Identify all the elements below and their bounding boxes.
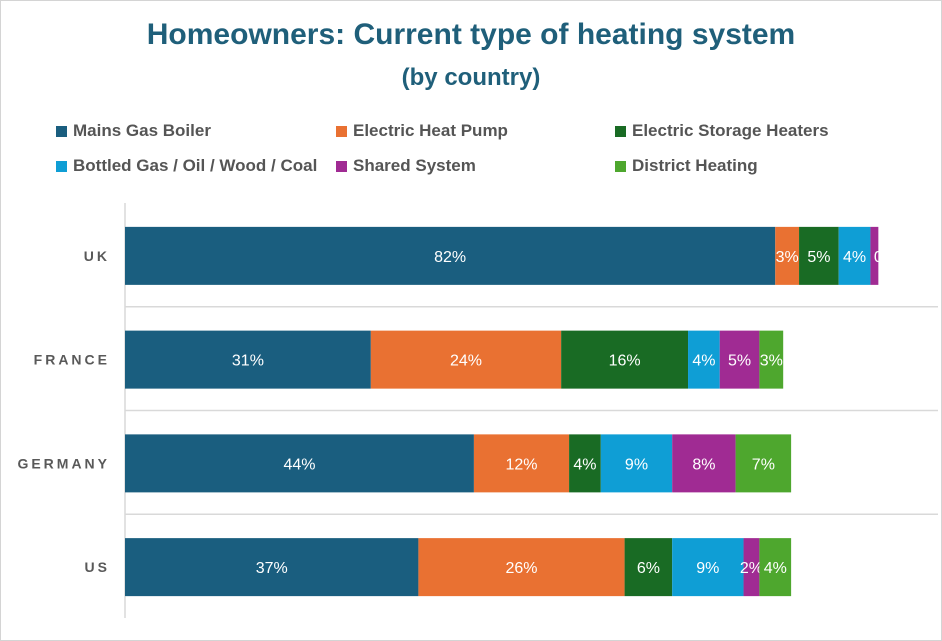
- bar-segment: [569, 434, 601, 493]
- data-label: 24%: [450, 353, 482, 370]
- data-label: 3%: [760, 353, 783, 370]
- bar-segment: [672, 434, 736, 493]
- legend-label: Shared System: [353, 156, 476, 175]
- bar-segment: [719, 330, 760, 389]
- bar-segment: [561, 330, 689, 389]
- data-label: 5%: [728, 353, 751, 370]
- bar-segment: [125, 434, 474, 493]
- data-label: 26%: [505, 560, 537, 577]
- data-label: 37%: [256, 560, 288, 577]
- bar-segment: [624, 538, 673, 597]
- data-label: 0: [874, 249, 883, 266]
- data-label: 3%: [776, 249, 799, 266]
- legend-label: Electric Heat Pump: [353, 121, 508, 140]
- bar-segment: [799, 226, 839, 285]
- legend-swatch: [336, 125, 347, 137]
- data-label: 9%: [625, 456, 648, 473]
- legend-item-district-heating: District Heating: [615, 156, 758, 176]
- bar-segment: [743, 538, 760, 597]
- bar-segment: [735, 434, 792, 493]
- legend-label: Bottled Gas / Oil / Wood / Coal: [73, 156, 318, 175]
- data-label: 4%: [573, 456, 596, 473]
- legend-item-shared-system: Shared System: [336, 156, 476, 176]
- legend-item-bottled-gas: Bottled Gas / Oil / Wood / Coal: [56, 156, 317, 176]
- category-label: US: [85, 559, 110, 575]
- legend-item-electric-heat-pump: Electric Heat Pump: [336, 121, 508, 141]
- data-label: 5%: [807, 249, 830, 266]
- data-label: 44%: [283, 456, 315, 473]
- chart-title: Homeowners: Current type of heating syst…: [146, 18, 796, 51]
- bar-segment: [125, 538, 419, 597]
- legend-swatch: [56, 125, 67, 137]
- bar-segment: [775, 226, 800, 285]
- bar-segment: [473, 434, 570, 493]
- data-label: 82%: [434, 249, 466, 266]
- data-label: 9%: [696, 560, 719, 577]
- bar-segment: [125, 226, 776, 285]
- bar-segment: [688, 330, 720, 389]
- legend-label: District Heating: [632, 156, 758, 175]
- legend-item-mains-gas-boiler: Mains Gas Boiler: [56, 121, 211, 141]
- bar-segment: [418, 538, 625, 597]
- data-label: 16%: [609, 353, 641, 370]
- category-label: FRANCE: [34, 352, 110, 368]
- data-label: 12%: [505, 456, 537, 473]
- data-label: 7%: [752, 456, 775, 473]
- bar-segment: [600, 434, 673, 493]
- bar-segment: [870, 226, 879, 285]
- legend-label: Mains Gas Boiler: [73, 121, 211, 140]
- data-label: 4%: [692, 353, 715, 370]
- bar-segment: [370, 330, 562, 389]
- category-label: UK: [84, 248, 110, 264]
- bar-segment: [759, 538, 792, 597]
- data-label: 31%: [232, 353, 264, 370]
- data-label: 4%: [764, 560, 787, 577]
- data-label: 4%: [843, 249, 866, 266]
- data-label: 2%: [740, 560, 763, 577]
- legend-swatch: [615, 160, 626, 172]
- legend-item-electric-storage-heaters: Electric Storage Heaters: [615, 121, 829, 141]
- legend-swatch: [56, 160, 67, 172]
- legend-swatch: [336, 160, 347, 172]
- bar-segment: [125, 330, 371, 389]
- bar-segment: [838, 226, 871, 285]
- legend-label: Electric Storage Heaters: [632, 121, 829, 140]
- bar-segment: [759, 330, 784, 389]
- bar-segment: [672, 538, 744, 597]
- data-label: 8%: [692, 456, 715, 473]
- category-label: GERMANY: [17, 455, 110, 471]
- data-label: 6%: [637, 560, 660, 577]
- legend-swatch: [615, 125, 626, 137]
- chart-subtitle: (by country): [401, 64, 541, 91]
